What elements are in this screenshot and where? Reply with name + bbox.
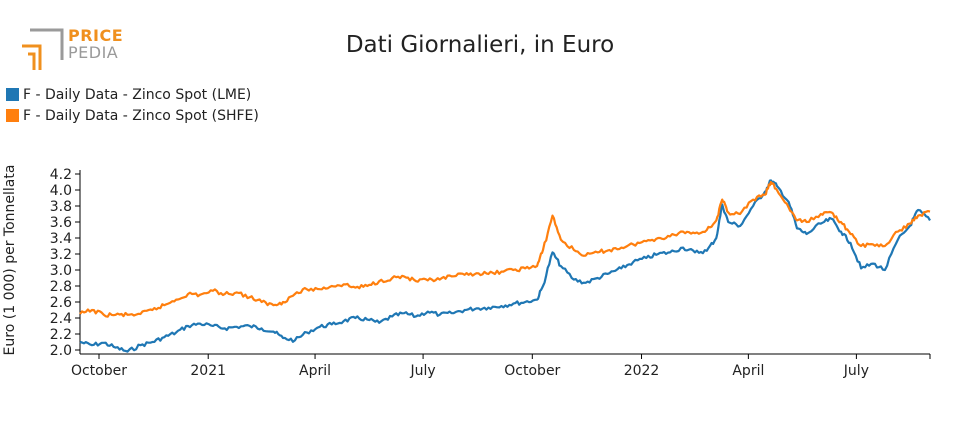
legend-swatch-lme xyxy=(6,88,19,101)
x-tick-label: April xyxy=(732,363,764,379)
x-tick-label: October xyxy=(504,363,560,379)
pricepedia-logo xyxy=(22,28,64,70)
y-tick-label: 3.8 xyxy=(50,199,72,215)
logo-mark-gray xyxy=(30,28,64,60)
series-line-shfe xyxy=(79,180,931,318)
x-tick-label: July xyxy=(409,363,435,379)
logo-text-pedia: PEDIA xyxy=(68,43,119,62)
y-tick-label: 2.6 xyxy=(50,295,72,311)
y-tick-label: 4.2 xyxy=(50,167,72,183)
y-tick-label: 4.0 xyxy=(50,183,72,199)
legend-label-shfe: F - Daily Data - Zinco Spot (SHFE) xyxy=(23,107,259,124)
y-tick-label: 2.0 xyxy=(50,343,72,359)
y-tick-label: 2.4 xyxy=(50,311,72,327)
series-line-lme xyxy=(79,179,931,353)
x-tick-label: 2022 xyxy=(624,363,660,379)
legend-item-shfe[interactable]: F - Daily Data - Zinco Spot (SHFE) xyxy=(6,105,259,126)
legend-label-lme: F - Daily Data - Zinco Spot (LME) xyxy=(23,86,252,103)
logo-text-price: PRICE xyxy=(68,26,124,45)
x-tick-label: July xyxy=(843,363,869,379)
y-tick-label: 2.8 xyxy=(50,279,72,295)
x-tick-label: October xyxy=(71,363,127,379)
x-tick-label: 2021 xyxy=(190,363,226,379)
chart-title: Dati Giornalieri, in Euro xyxy=(345,32,615,58)
y-tick-label: 3.0 xyxy=(50,263,72,279)
logo-mark-orange-inner xyxy=(28,52,36,70)
y-tick-label: 3.4 xyxy=(50,231,72,247)
legend-swatch-shfe xyxy=(6,109,19,122)
y-tick-label: 3.2 xyxy=(50,247,72,263)
y-tick-label: 2.2 xyxy=(50,327,72,343)
legend-item-lme[interactable]: F - Daily Data - Zinco Spot (LME) xyxy=(6,84,259,105)
y-tick-label: 3.6 xyxy=(50,215,72,231)
legend: F - Daily Data - Zinco Spot (LME) F - Da… xyxy=(6,84,259,126)
logo-mark-orange xyxy=(22,44,42,70)
x-tick-label: April xyxy=(299,363,331,379)
